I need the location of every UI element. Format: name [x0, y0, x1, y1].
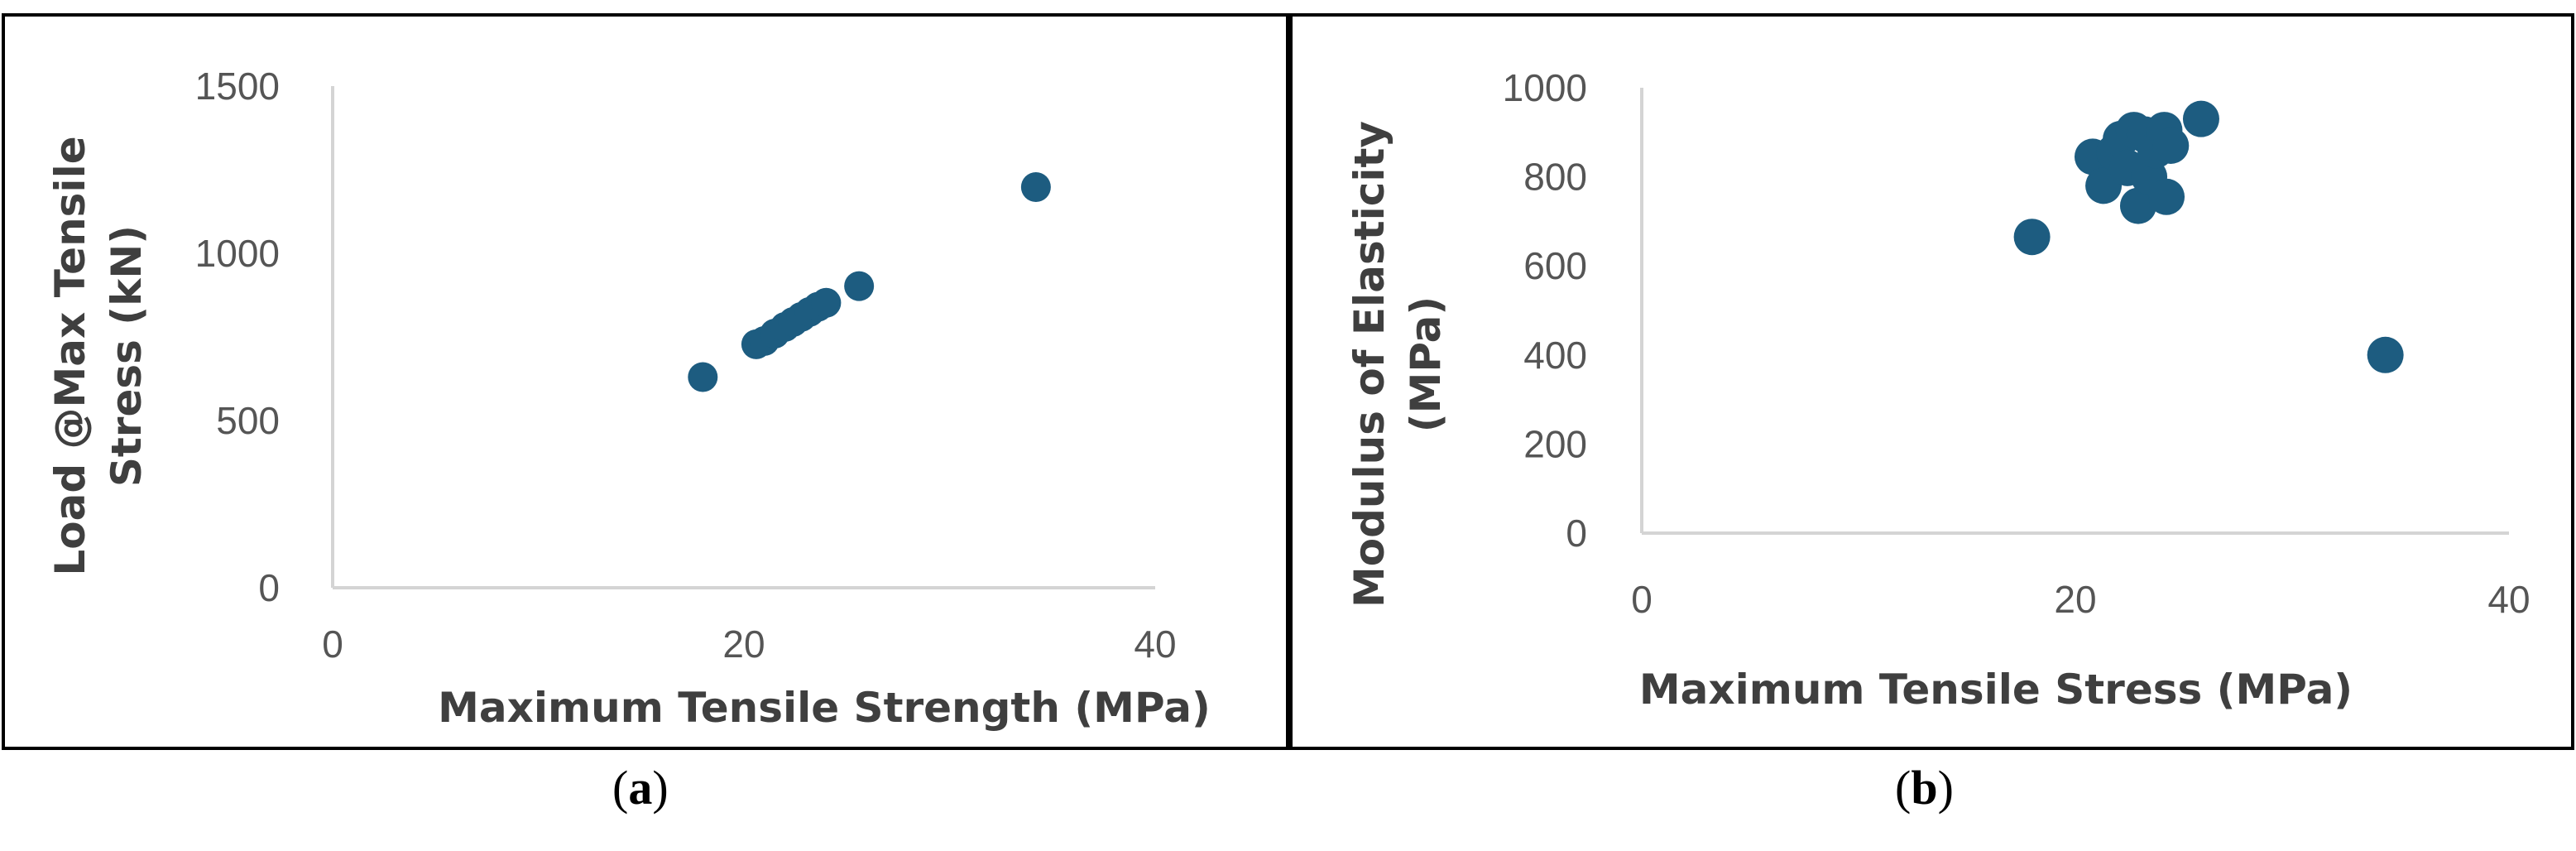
data-point — [2013, 219, 2051, 256]
y-tick-label: 0 — [1566, 512, 1587, 555]
x-tick-label: 20 — [722, 623, 765, 666]
chart-panel-b: 0 200 400 600 800 1000 0 20 40 Maximum Tensile St… — [1289, 13, 2574, 750]
data-point — [688, 362, 718, 392]
data-point — [2367, 336, 2404, 373]
y-axis-title-line: Load @Max Tensile — [46, 136, 94, 575]
caption-b: (b) — [1895, 761, 1954, 815]
y-tick-label: 0 — [258, 566, 280, 609]
caption-a-letter: a — [628, 761, 653, 815]
x-tick-label: 40 — [2487, 578, 2530, 621]
y-tick-label: 1500 — [195, 65, 280, 108]
caption-b-letter: b — [1911, 761, 1938, 815]
data-point — [811, 287, 842, 318]
y-axis-title-line: Modulus of Elasticity — [1346, 121, 1394, 608]
x-axis-title-a: Maximum Tensile Strength (MPa) — [438, 684, 1211, 732]
scatter-chart-b: 0 200 400 600 800 1000 0 20 40 Maximum Tensile St… — [1346, 66, 2530, 714]
y-tick-label: 600 — [1523, 244, 1587, 287]
caption-a: (a) — [612, 761, 669, 815]
data-point — [2119, 187, 2156, 224]
chart-panel-a: 0 500 1000 1500 0 20 40 Maximum Tensile Strengt… — [2, 13, 1289, 750]
y-tick-label: 1000 — [195, 232, 280, 275]
x-axis-title-b: Maximum Tensile Stress (MPa) — [1639, 666, 2353, 714]
y-tick-label: 200 — [1523, 422, 1587, 465]
x-tick-label: 40 — [1134, 623, 1176, 666]
x-tick-label: 0 — [322, 623, 343, 666]
y-tick-label: 500 — [216, 399, 280, 442]
y-tick-label: 800 — [1523, 156, 1587, 199]
y-tick-label: 400 — [1523, 334, 1587, 377]
data-point — [2182, 100, 2219, 137]
x-tick-label: 0 — [1631, 578, 1653, 621]
y-axis-title-b: Modulus of Elasticity (MPa) — [1346, 121, 1450, 608]
scatter-chart-a: 0 500 1000 1500 0 20 40 Maximum Tensile Strengt… — [46, 65, 1211, 732]
data-point — [1020, 172, 1051, 203]
y-tick-label: 1000 — [1503, 66, 1587, 109]
y-axis-title-a: Load @Max Tensile Stress (kN) — [46, 136, 151, 575]
y-axis-title-line: (MPa) — [1402, 296, 1450, 433]
data-point — [2148, 178, 2185, 215]
data-point — [2152, 127, 2190, 164]
data-point — [844, 271, 875, 301]
x-tick-label: 20 — [2054, 578, 2096, 621]
y-axis-title-line: Stress (kN) — [103, 225, 151, 487]
